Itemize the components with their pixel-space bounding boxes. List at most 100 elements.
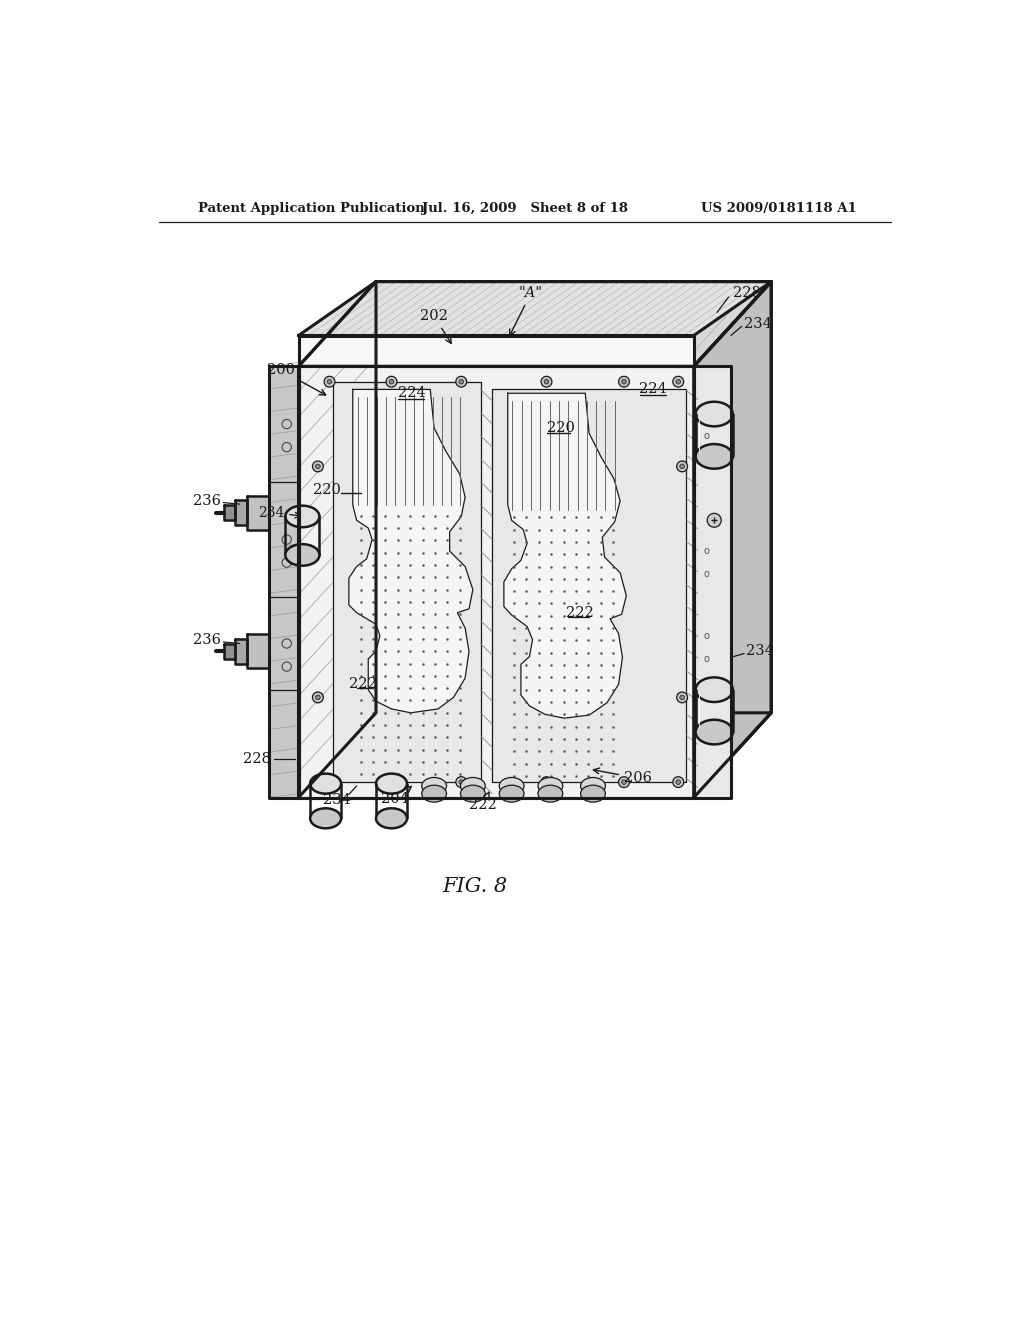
- Circle shape: [315, 465, 321, 469]
- Ellipse shape: [422, 777, 446, 795]
- Circle shape: [386, 776, 397, 788]
- Circle shape: [618, 376, 630, 387]
- Polygon shape: [248, 496, 269, 529]
- Text: Patent Application Publication: Patent Application Publication: [198, 202, 425, 215]
- Polygon shape: [224, 506, 234, 520]
- Circle shape: [328, 379, 332, 384]
- Polygon shape: [234, 500, 248, 525]
- Circle shape: [386, 376, 397, 387]
- Ellipse shape: [461, 777, 485, 795]
- Polygon shape: [299, 281, 771, 335]
- Ellipse shape: [581, 777, 605, 795]
- Text: 202: 202: [420, 309, 452, 343]
- Ellipse shape: [376, 808, 407, 829]
- Circle shape: [541, 376, 552, 387]
- Ellipse shape: [695, 444, 733, 469]
- Text: 228: 228: [732, 286, 761, 300]
- Circle shape: [680, 465, 684, 469]
- Text: 234: 234: [258, 506, 285, 520]
- Circle shape: [708, 405, 721, 420]
- Polygon shape: [299, 281, 376, 797]
- Circle shape: [618, 776, 630, 788]
- Text: "A": "A": [510, 286, 543, 335]
- Circle shape: [622, 780, 627, 784]
- Text: 228: 228: [244, 752, 271, 766]
- Ellipse shape: [500, 785, 524, 803]
- Circle shape: [389, 780, 394, 784]
- Text: 224: 224: [640, 383, 668, 396]
- Polygon shape: [504, 393, 627, 718]
- Circle shape: [389, 379, 394, 384]
- Ellipse shape: [538, 777, 563, 795]
- Text: 222: 222: [469, 792, 497, 812]
- Polygon shape: [693, 281, 771, 797]
- Text: o: o: [703, 430, 710, 441]
- Ellipse shape: [310, 774, 341, 793]
- Text: 206: 206: [593, 768, 652, 785]
- Text: 222: 222: [349, 677, 377, 690]
- Text: 236: 236: [193, 634, 221, 647]
- Circle shape: [315, 696, 321, 700]
- Text: o: o: [703, 653, 710, 664]
- Circle shape: [708, 682, 721, 697]
- Text: 220: 220: [547, 421, 574, 434]
- Text: o: o: [703, 454, 710, 463]
- Text: 224: 224: [397, 387, 425, 400]
- Ellipse shape: [310, 808, 341, 829]
- Ellipse shape: [581, 785, 605, 803]
- Polygon shape: [493, 389, 686, 781]
- Text: 236: 236: [193, 494, 221, 508]
- Circle shape: [677, 692, 687, 702]
- Polygon shape: [224, 644, 234, 659]
- Ellipse shape: [461, 785, 485, 803]
- Circle shape: [328, 780, 332, 784]
- Circle shape: [544, 379, 549, 384]
- Circle shape: [676, 780, 681, 784]
- Ellipse shape: [500, 777, 524, 795]
- Text: 222: 222: [566, 606, 594, 619]
- Text: 234: 234: [746, 644, 774, 659]
- Text: 204: 204: [381, 787, 412, 807]
- Text: 200: 200: [266, 363, 326, 395]
- Polygon shape: [349, 389, 473, 713]
- Ellipse shape: [286, 544, 319, 566]
- Polygon shape: [334, 381, 480, 781]
- Circle shape: [673, 776, 684, 788]
- Polygon shape: [299, 281, 771, 367]
- Circle shape: [680, 696, 684, 700]
- Text: US 2009/0181118 A1: US 2009/0181118 A1: [700, 202, 856, 215]
- Circle shape: [459, 780, 464, 784]
- Circle shape: [456, 776, 467, 788]
- Circle shape: [541, 776, 552, 788]
- Polygon shape: [248, 635, 269, 668]
- Ellipse shape: [286, 506, 319, 527]
- Circle shape: [312, 692, 324, 702]
- Polygon shape: [693, 367, 731, 797]
- Circle shape: [324, 776, 335, 788]
- Polygon shape: [299, 335, 693, 367]
- Polygon shape: [234, 639, 248, 664]
- Polygon shape: [299, 367, 693, 797]
- Circle shape: [456, 376, 467, 387]
- Circle shape: [677, 461, 687, 471]
- Circle shape: [676, 379, 681, 384]
- Text: o: o: [703, 631, 710, 640]
- Text: 234: 234: [324, 793, 351, 807]
- Circle shape: [622, 379, 627, 384]
- Circle shape: [459, 379, 464, 384]
- Text: Jul. 16, 2009   Sheet 8 of 18: Jul. 16, 2009 Sheet 8 of 18: [422, 202, 628, 215]
- Text: FIG. 8: FIG. 8: [442, 876, 508, 895]
- Ellipse shape: [695, 401, 733, 426]
- Ellipse shape: [695, 719, 733, 744]
- Ellipse shape: [695, 677, 733, 702]
- Text: 234: 234: [744, 317, 772, 331]
- Polygon shape: [299, 713, 771, 797]
- Circle shape: [312, 461, 324, 471]
- Text: o: o: [703, 546, 710, 556]
- Circle shape: [708, 513, 721, 527]
- Text: o: o: [703, 569, 710, 579]
- Circle shape: [324, 376, 335, 387]
- Text: 220: 220: [313, 483, 341, 496]
- Ellipse shape: [538, 785, 563, 803]
- Ellipse shape: [376, 774, 407, 793]
